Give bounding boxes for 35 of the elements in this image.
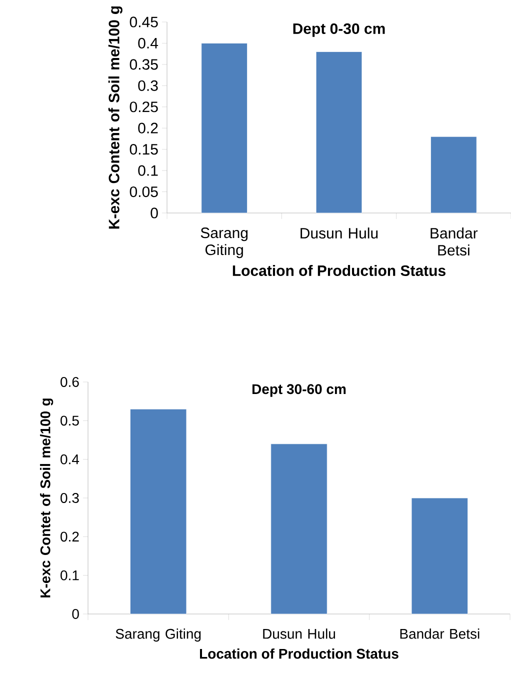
y-tick-label: 0.2	[138, 122, 158, 134]
bar	[316, 52, 362, 214]
y-tick-label: 0.3	[138, 80, 158, 91]
chart-title: Dept 0-30 cm	[293, 23, 385, 37]
x-axis-title: Location of Production Status	[232, 264, 446, 276]
bar	[130, 408, 187, 614]
y-tick-label: 0	[150, 208, 158, 218]
y-axis-title: K-exc Content of Soil me/100 g	[108, 6, 122, 229]
y-tick-label: 0.3	[60, 493, 79, 503]
y-tick-label: 0.05	[130, 186, 158, 198]
x-axis-title: Location of Production Status	[200, 648, 398, 659]
y-tick-label: 0.25	[130, 102, 158, 112]
y-tick-label: 0.35	[130, 59, 158, 70]
bar	[411, 498, 468, 614]
y-axis-title: K-exc Contet of Soil me/100 g	[40, 398, 54, 598]
y-tick-label: 0.4	[138, 38, 158, 49]
x-tick-label: Dusun Hulu	[300, 228, 378, 239]
y-tick-label: 0.6	[60, 377, 79, 387]
y-tick-label: 0.15	[130, 144, 158, 155]
y-tick-label: 0	[72, 609, 79, 619]
bar	[201, 43, 248, 214]
y-tick-label: 0.45	[130, 16, 158, 28]
chart-title: Dept 30-60 cm	[252, 384, 346, 397]
x-tick-label: Dusun Hulu	[263, 628, 336, 639]
x-tick-label: Sarang Giting	[200, 228, 248, 258]
x-tick-label: Bandar Betsi	[400, 628, 480, 639]
bar	[430, 136, 477, 214]
y-tick-label: 0.2	[60, 532, 79, 542]
x-tick-label: Bandar Betsi	[430, 228, 478, 256]
y-tick-label: 0.4	[60, 454, 80, 464]
x-tick-label: Sarang Giting	[116, 628, 201, 642]
y-tick-label: 0.5	[60, 416, 79, 426]
y-tick-label: 0.1	[138, 165, 158, 176]
y-tick-label: 0.1	[60, 570, 79, 580]
bar	[270, 444, 328, 614]
